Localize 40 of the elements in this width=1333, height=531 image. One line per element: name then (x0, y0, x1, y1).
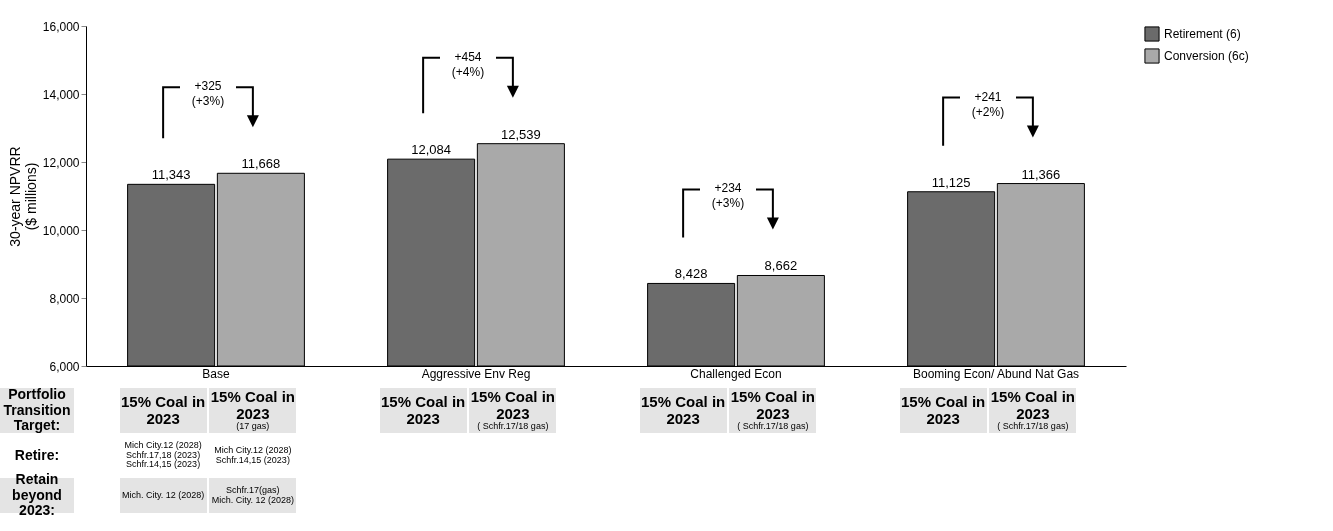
data-label: 11,366 (1021, 166, 1061, 182)
legend-label: Retirement (6) (1164, 27, 1241, 41)
data-label: 8,662 (764, 258, 798, 274)
text: 15% Coal in 2023 ( Schfr.17/18 gas) (470, 388, 555, 432)
x-tick-label: Aggressive Env Reg (421, 366, 531, 381)
text: Retain beyond 2023: (11, 471, 63, 519)
legend-label: Conversion (6c) (1164, 49, 1249, 63)
text: 15% Coal in 2023 (381, 393, 466, 427)
text: Mich City.12 (2028) Schfr.14,15 (2023) (214, 444, 292, 466)
data-label: 8,428 (674, 266, 708, 282)
annotation: +325 (+3%) (190, 79, 226, 110)
data-label: 11,343 (151, 167, 191, 183)
y-tick-label: 12,000 (42, 155, 80, 170)
text: Mich City.12 (2028) Schfr.17,18 (2023) Schfr.14,15 (2023) (124, 439, 202, 471)
data-label: 12,084 (411, 142, 452, 158)
text: Mich. City. 12 (2028) (121, 489, 205, 501)
data-label: 11,125 (931, 174, 971, 190)
y-tick-label: 8,000 (49, 291, 80, 306)
text: 15% Coal in 2023 (121, 393, 206, 427)
annotation: +454 (+4%) (450, 49, 486, 80)
y-axis-title: 30-year NPVRR ($ millions) (6, 146, 39, 247)
text: 15% Coal in 2023 ( Schfr.17/18 gas) (990, 388, 1075, 432)
x-tick-label: Base (202, 366, 230, 381)
text: 15% Coal in 2023 (901, 393, 986, 427)
x-tick-label: Booming Econ/ Abund Nat Gas (912, 366, 1080, 381)
annotation: +234 (+3%) (710, 181, 746, 212)
y-tick-label: 14,000 (42, 87, 80, 102)
text: Retire: (14, 446, 60, 463)
text: 15% Coal in 2023 ( Schfr.17/18 gas) (730, 388, 815, 432)
y-tick-label: 10,000 (42, 223, 80, 238)
x-tick-label: Challenged Econ (690, 366, 782, 381)
text: 15% Coal in 2023 (17 gas) (210, 388, 295, 432)
annotation: +241 (+2%) (970, 89, 1006, 120)
text: 15% Coal in 2023 (641, 393, 726, 427)
y-tick-label: 16,000 (42, 19, 80, 34)
data-label: 12,539 (500, 126, 541, 142)
y-tick-label: 6,000 (49, 359, 80, 374)
text: Portfolio Transition Target: (0, 386, 74, 434)
text: Schfr.17(gas) Mich. City. 12 (2028) (211, 484, 295, 506)
data-label: 11,668 (241, 156, 281, 172)
